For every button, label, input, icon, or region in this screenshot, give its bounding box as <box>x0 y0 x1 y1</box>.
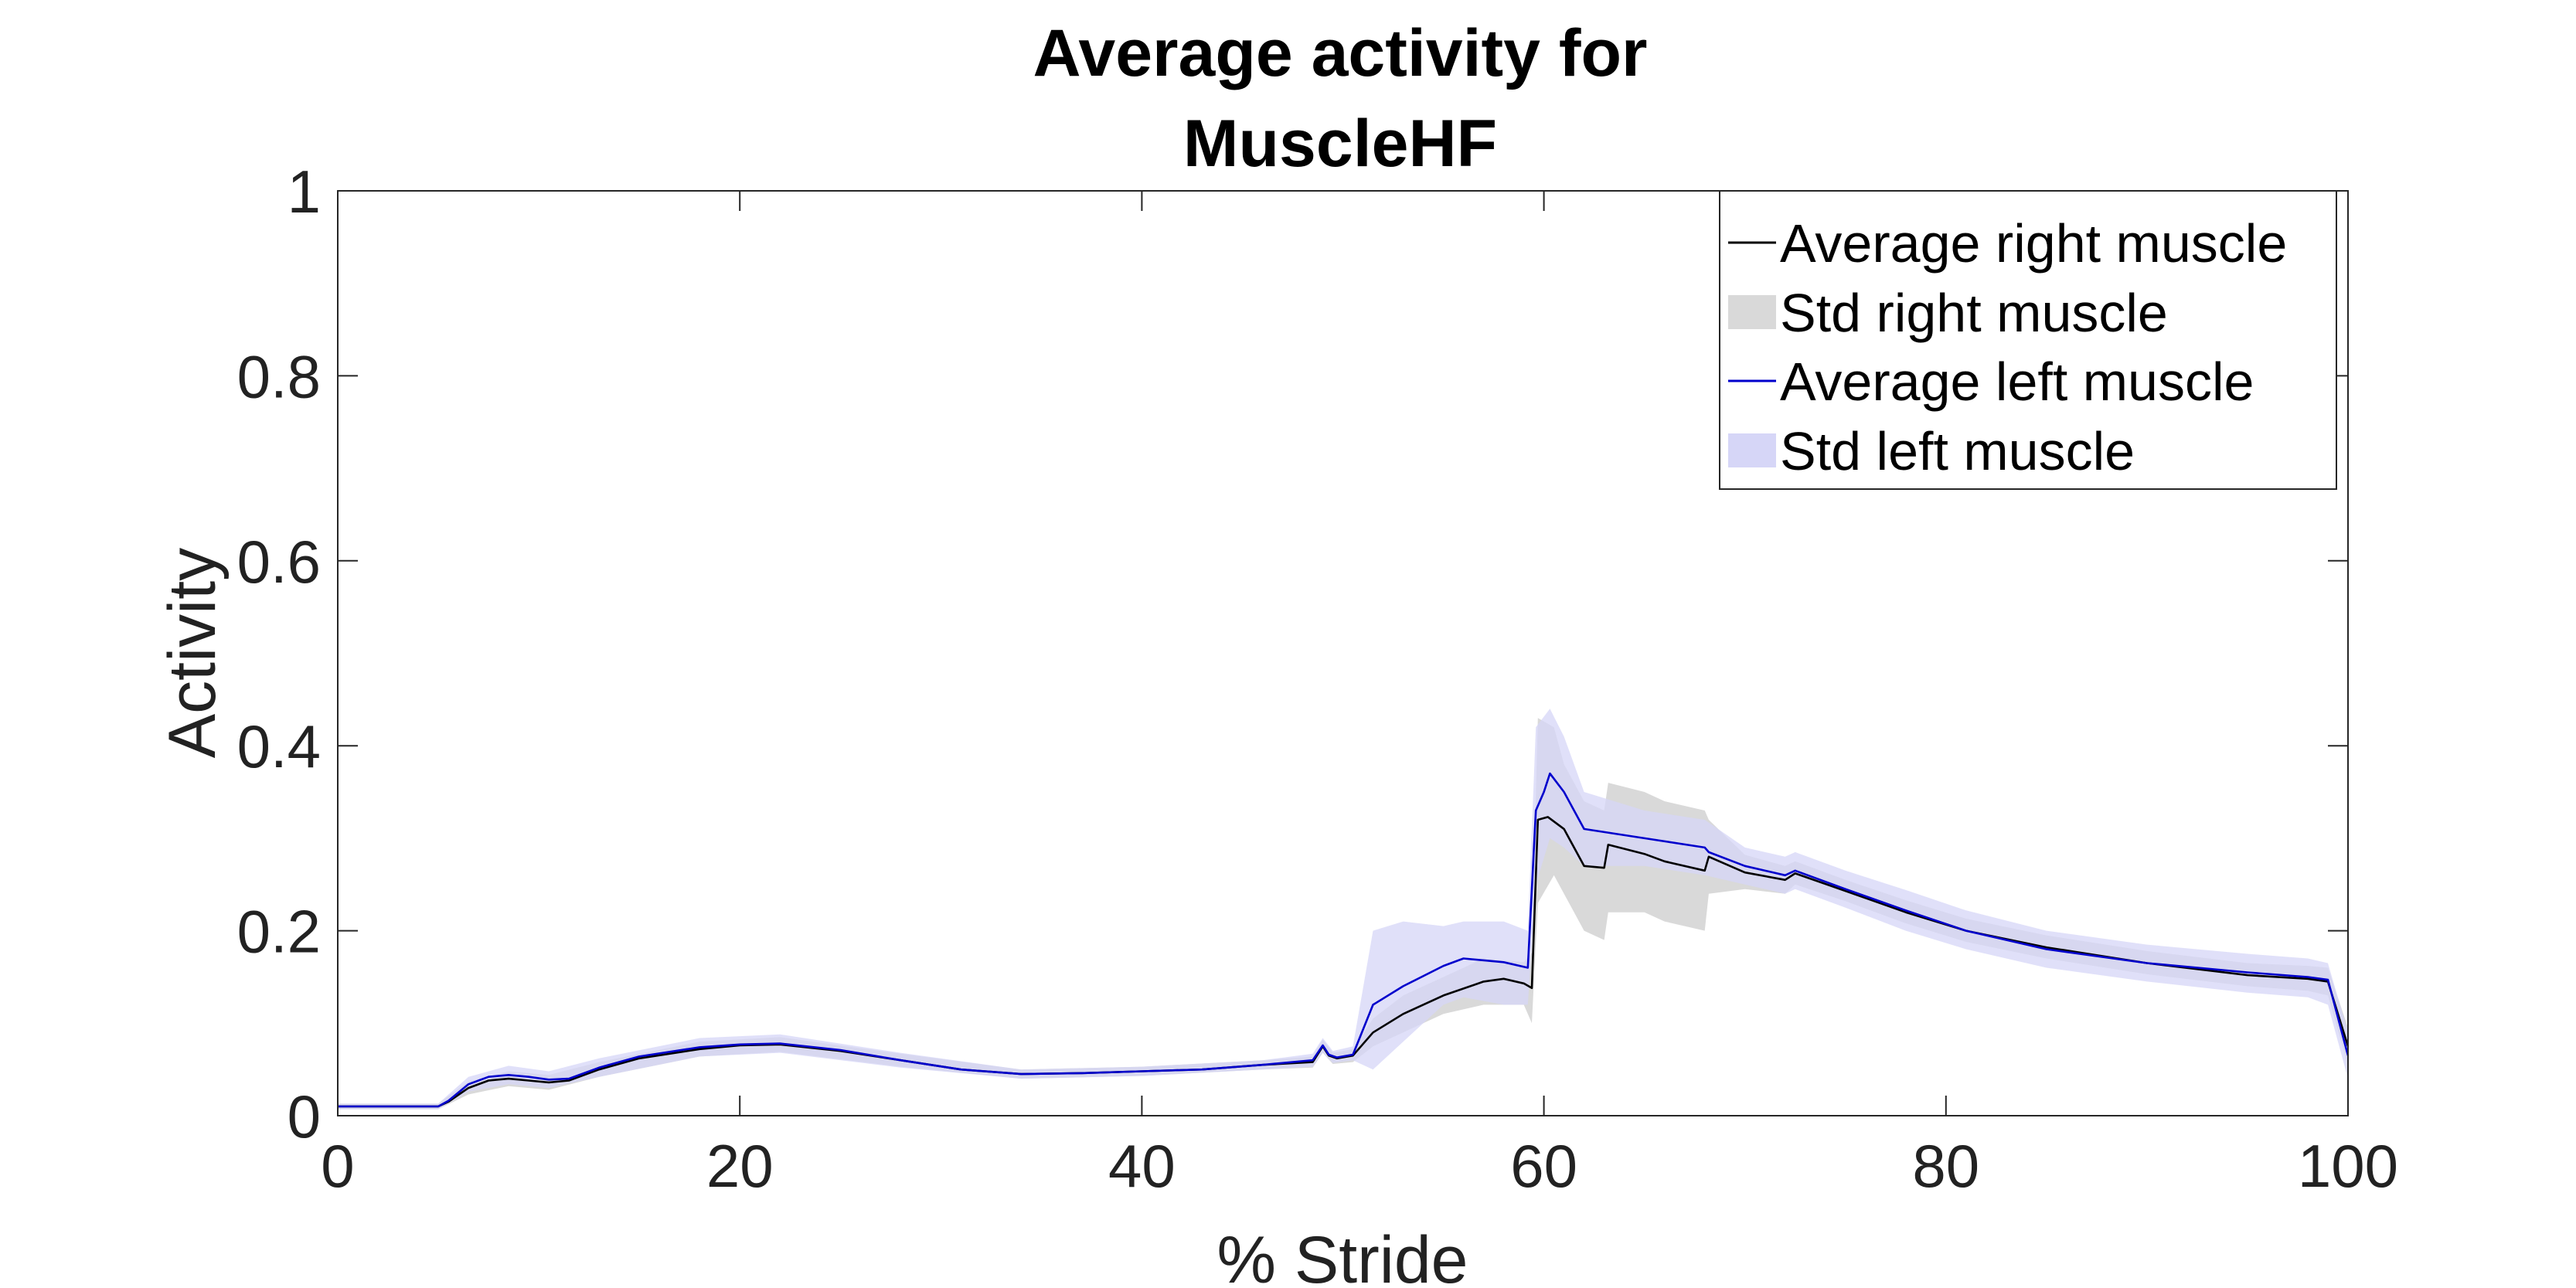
line-average-left-muscle <box>338 772 2350 1108</box>
average-lines <box>338 772 2350 1108</box>
y-tick-label: 0.8 <box>237 342 321 410</box>
x-tick-label: 40 <box>1108 1132 1176 1200</box>
plot-area-frame <box>337 190 2349 1116</box>
y-tick-label: 0.6 <box>237 528 321 596</box>
legend-label-std-left: Std left muscle <box>1780 421 2135 481</box>
x-tick-label: 0 <box>321 1132 354 1200</box>
legend-swatch-std-right <box>1728 295 1776 329</box>
std-bands <box>338 709 2348 1110</box>
legend-label-std-right: Std right muscle <box>1780 283 2168 343</box>
x-tick-label: 60 <box>1510 1132 1577 1200</box>
legend-box <box>1719 190 2337 490</box>
line-average-right-muscle <box>338 816 2350 1108</box>
y-axis-label: Activity <box>155 548 230 758</box>
legend-label-average-right: Average right muscle <box>1780 213 2287 274</box>
chart-title-line-2: MuscleHF <box>1183 107 1497 181</box>
y-tick-label: 1 <box>288 158 321 226</box>
y-tick-label: 0.4 <box>237 712 321 780</box>
x-axis-label: % Stride <box>1217 1223 1468 1288</box>
y-tick-label: 0 <box>288 1082 321 1150</box>
chart-title-line-1: Average activity for <box>1033 16 1647 90</box>
x-tick-label: 80 <box>1912 1132 1979 1200</box>
y-tick-label: 0.2 <box>237 898 321 966</box>
axis-tick-labels: 0 20 40 60 80 100 0 0.2 0.4 0.6 0.8 1 <box>237 158 2399 1200</box>
legend-swatch-std-left <box>1728 433 1776 467</box>
x-tick-label: 20 <box>706 1132 774 1200</box>
band-std-left-muscle <box>338 709 2348 1110</box>
legend: Average right muscle Std right muscle Av… <box>1719 190 2337 490</box>
x-tick-label: 100 <box>2298 1132 2398 1200</box>
legend-label-average-left: Average left muscle <box>1780 352 2254 412</box>
